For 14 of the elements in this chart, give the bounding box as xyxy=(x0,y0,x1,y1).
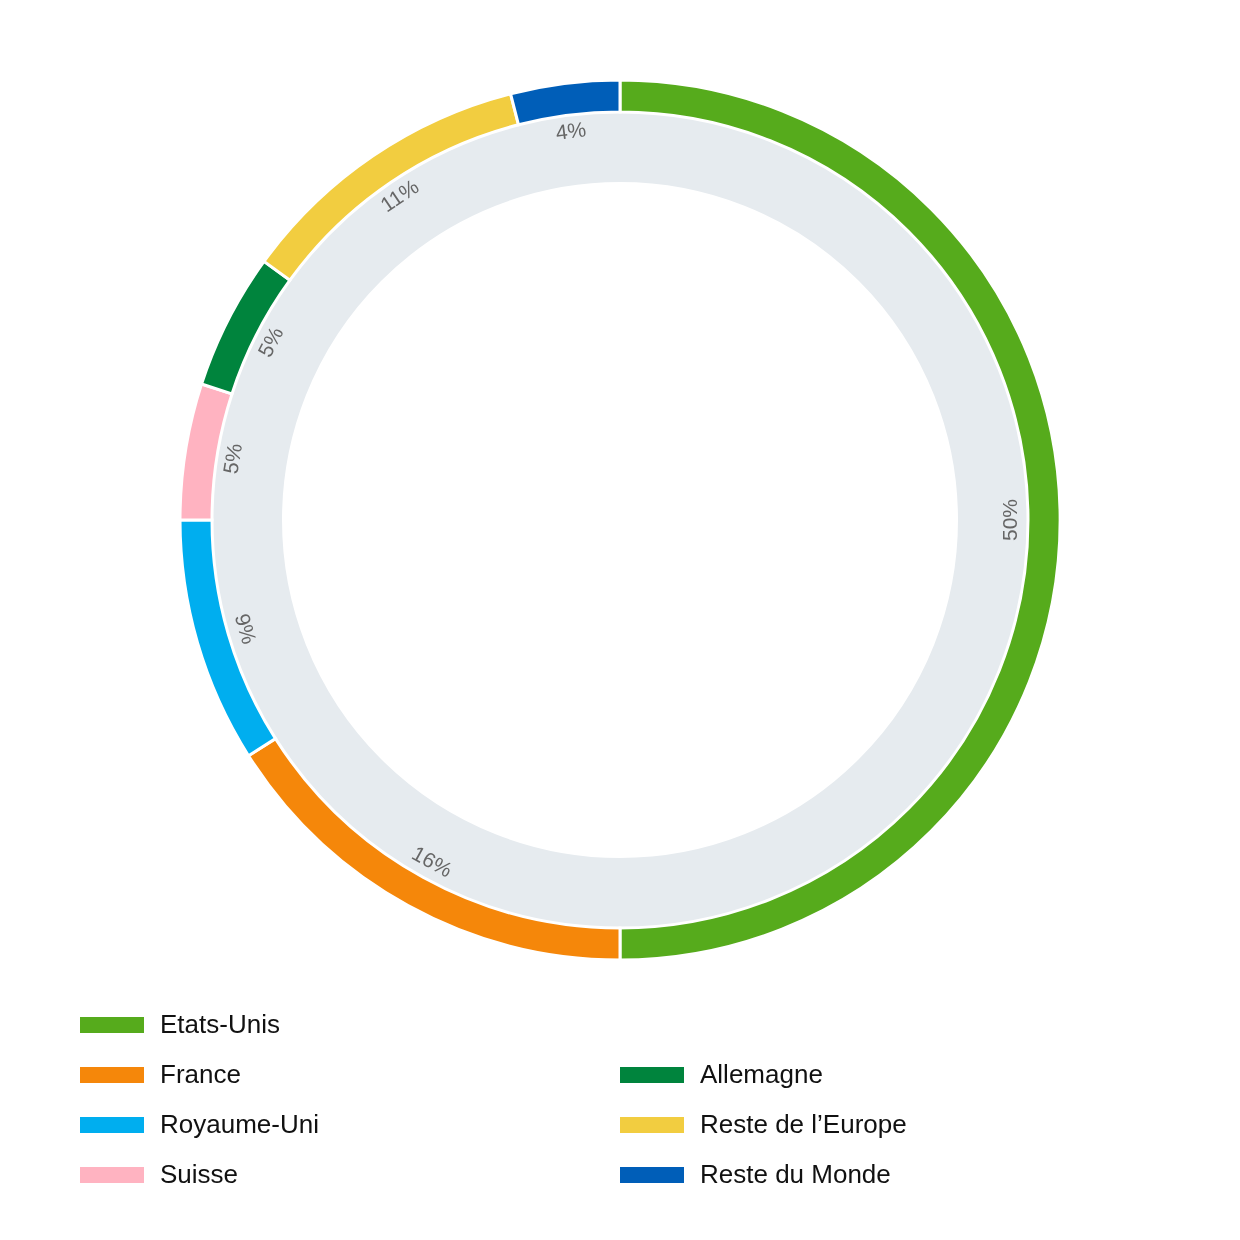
legend-label: Reste du Monde xyxy=(700,1159,891,1189)
legend-label: Suisse xyxy=(160,1159,239,1189)
data-label: 4% xyxy=(554,117,588,144)
legend-label: France xyxy=(160,1059,241,1089)
legend-label: Allemagne xyxy=(700,1059,823,1089)
legend-label: Reste de l’Europe xyxy=(700,1109,907,1139)
legend-label: Etats-Unis xyxy=(160,1009,280,1039)
data-label: 5% xyxy=(253,323,288,361)
legend-label: Royaume-Uni xyxy=(160,1109,319,1139)
data-label: 5% xyxy=(218,441,247,476)
data-label: 50% xyxy=(998,498,1021,542)
data-label: 9% xyxy=(230,610,262,647)
data-label: 11% xyxy=(376,174,423,217)
data-label: 16% xyxy=(408,841,457,882)
